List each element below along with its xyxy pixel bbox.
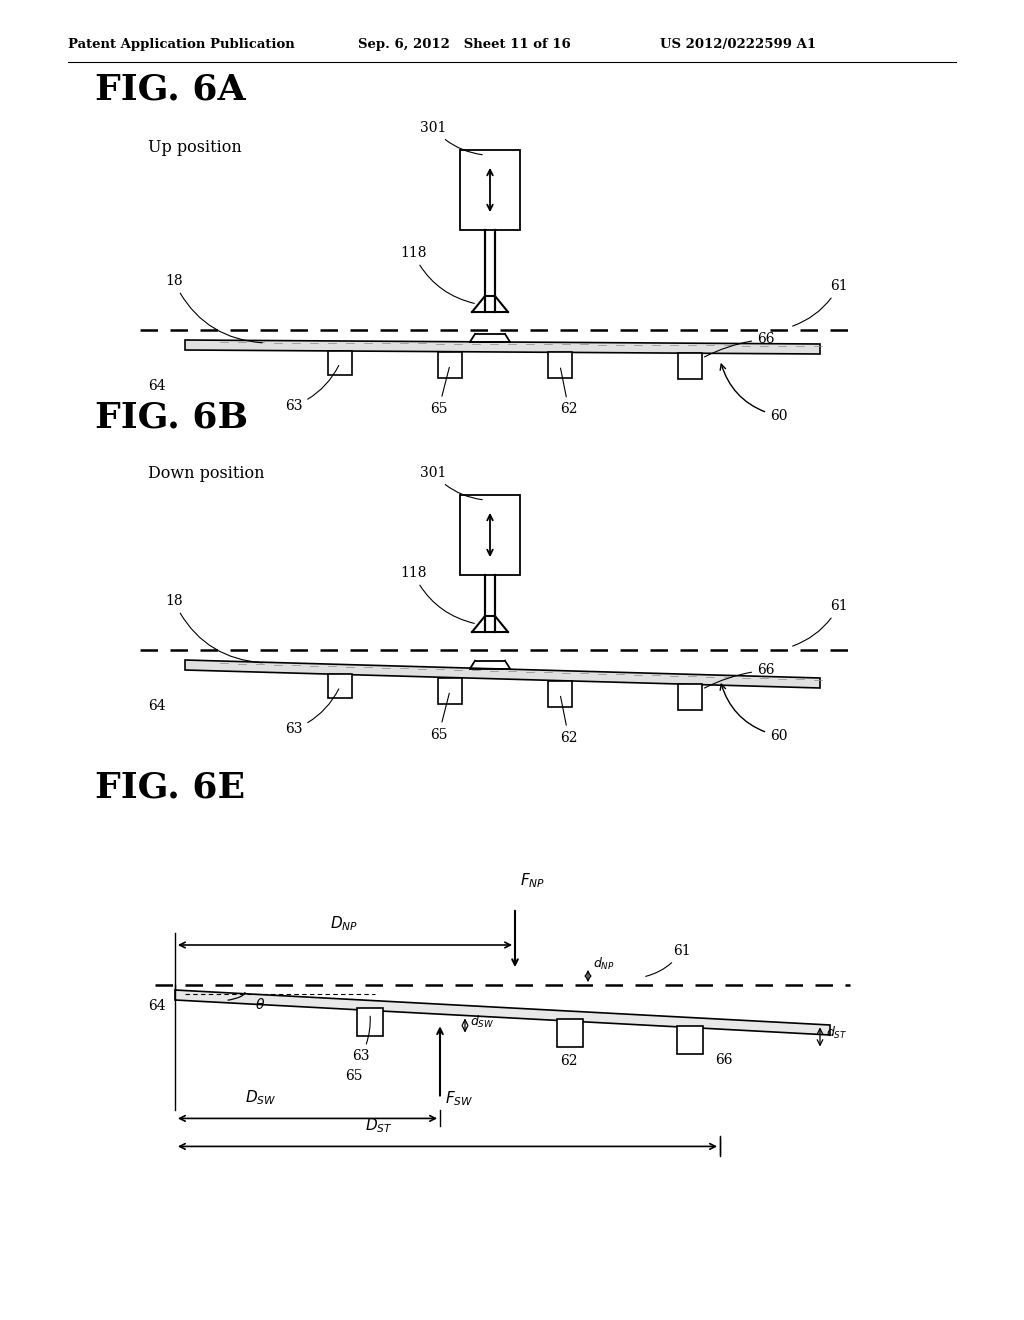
Text: $F_{NP}$: $F_{NP}$ bbox=[520, 871, 545, 890]
Text: US 2012/0222599 A1: US 2012/0222599 A1 bbox=[660, 38, 816, 51]
Text: 301: 301 bbox=[420, 466, 482, 500]
Text: $F_{SW}$: $F_{SW}$ bbox=[445, 1089, 473, 1107]
Text: FIG. 6A: FIG. 6A bbox=[95, 73, 246, 107]
Bar bbox=[677, 1026, 703, 1053]
Bar bbox=[557, 1019, 583, 1047]
Bar bbox=[460, 495, 520, 576]
Bar bbox=[678, 684, 702, 710]
Text: $\theta$: $\theta$ bbox=[255, 997, 265, 1012]
Text: 63: 63 bbox=[285, 366, 339, 413]
Bar bbox=[357, 1008, 383, 1036]
Text: 66: 66 bbox=[705, 664, 774, 688]
Text: 64: 64 bbox=[148, 700, 166, 713]
Text: 61: 61 bbox=[646, 944, 690, 977]
Text: 18: 18 bbox=[165, 275, 262, 343]
Text: $D_{SW}$: $D_{SW}$ bbox=[245, 1089, 276, 1107]
Polygon shape bbox=[185, 341, 820, 354]
Text: 61: 61 bbox=[793, 599, 848, 645]
Text: Patent Application Publication: Patent Application Publication bbox=[68, 38, 295, 51]
Text: 61: 61 bbox=[793, 279, 848, 326]
Text: 301: 301 bbox=[420, 121, 482, 154]
Text: 62: 62 bbox=[560, 368, 578, 416]
Text: 65: 65 bbox=[345, 1069, 362, 1084]
Bar bbox=[678, 354, 702, 379]
Polygon shape bbox=[175, 990, 830, 1035]
Text: 118: 118 bbox=[400, 566, 474, 623]
Bar bbox=[548, 352, 572, 379]
Text: 63: 63 bbox=[285, 689, 339, 737]
Text: Up position: Up position bbox=[148, 139, 242, 156]
Bar bbox=[438, 351, 462, 378]
Text: 65: 65 bbox=[430, 367, 450, 416]
Text: $d_{SW}$: $d_{SW}$ bbox=[470, 1014, 495, 1030]
Polygon shape bbox=[185, 660, 820, 688]
Bar bbox=[328, 675, 352, 698]
Text: Sep. 6, 2012   Sheet 11 of 16: Sep. 6, 2012 Sheet 11 of 16 bbox=[358, 38, 570, 51]
Text: FIG. 6B: FIG. 6B bbox=[95, 401, 248, 436]
Text: 65: 65 bbox=[430, 693, 450, 742]
Text: $D_{ST}$: $D_{ST}$ bbox=[365, 1117, 393, 1135]
Text: $d_{ST}$: $d_{ST}$ bbox=[826, 1024, 848, 1040]
Bar bbox=[548, 681, 572, 706]
Text: FIG. 6E: FIG. 6E bbox=[95, 771, 245, 805]
Text: 118: 118 bbox=[400, 246, 474, 304]
Text: 60: 60 bbox=[720, 684, 787, 743]
Text: 60: 60 bbox=[720, 364, 787, 422]
Text: 64: 64 bbox=[148, 379, 166, 393]
Text: $D_{NP}$: $D_{NP}$ bbox=[330, 913, 358, 933]
Text: $d_{NP}$: $d_{NP}$ bbox=[593, 956, 614, 972]
Bar bbox=[328, 351, 352, 375]
Text: 18: 18 bbox=[165, 594, 262, 663]
Text: 66: 66 bbox=[715, 1052, 732, 1067]
Text: 62: 62 bbox=[560, 697, 578, 744]
Bar bbox=[460, 150, 520, 230]
Text: 64: 64 bbox=[148, 999, 166, 1012]
Bar bbox=[438, 677, 462, 704]
Text: 62: 62 bbox=[560, 1055, 578, 1068]
Text: Down position: Down position bbox=[148, 465, 264, 482]
Text: 66: 66 bbox=[705, 333, 774, 356]
Text: 63: 63 bbox=[352, 1016, 371, 1064]
